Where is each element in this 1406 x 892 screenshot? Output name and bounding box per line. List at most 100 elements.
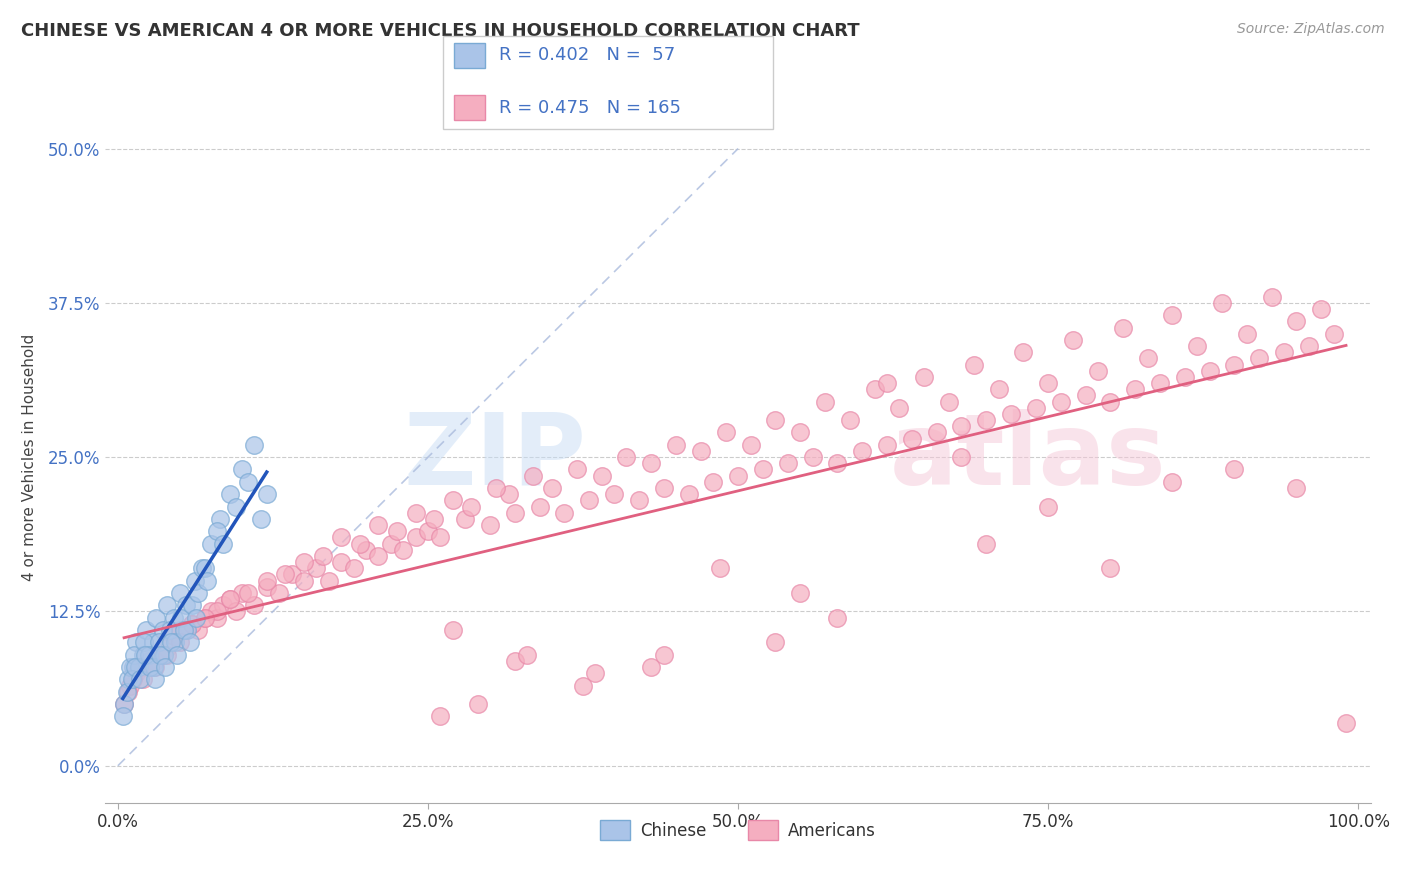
Point [200,604,222,618]
Point [827,456,849,470]
Point [256,487,278,501]
Point [173,623,195,637]
Point [665,438,688,452]
Point [1298,339,1320,353]
Point [553,506,575,520]
Point [169,586,191,600]
Point [354,542,377,557]
Point [1223,358,1246,372]
Point [652,648,675,662]
Point [950,419,973,434]
Point [1285,481,1308,495]
Point [163,635,186,649]
Point [311,549,333,563]
Point [1025,401,1047,415]
Point [342,561,364,575]
Point [1136,351,1159,366]
Point [678,487,700,501]
Point [640,456,662,470]
Point [1049,394,1071,409]
Point [974,536,997,550]
Point [1062,333,1084,347]
Point [187,586,209,600]
Point [876,376,898,390]
Point [1211,296,1233,310]
Point [429,530,451,544]
Point [950,450,973,464]
Point [485,481,508,495]
Point [405,506,427,520]
Point [627,493,650,508]
Point [120,660,142,674]
Point [405,530,427,544]
Point [1000,407,1022,421]
Point [1112,320,1135,334]
Point [863,382,886,396]
Point [838,413,860,427]
Point [205,604,228,618]
Point [974,413,997,427]
Point [218,592,240,607]
Point [1185,339,1208,353]
Point [131,648,153,662]
Point [541,481,564,495]
Point [236,586,259,600]
Point [578,493,600,508]
Point [429,709,451,723]
Point [1310,301,1333,316]
Point [225,604,247,618]
Point [814,394,837,409]
Point [163,610,186,624]
Point [441,623,464,637]
Point [156,648,179,662]
Point [851,444,873,458]
Text: atlas: atlas [890,409,1167,506]
Legend: Chinese, Americans: Chinese, Americans [593,814,883,847]
Point [117,673,139,687]
Point [159,623,181,637]
Point [112,697,135,711]
Point [714,425,737,440]
Point [121,673,143,687]
Point [112,697,135,711]
Point [1323,326,1346,341]
Point [529,500,551,514]
Point [603,487,626,501]
Point [269,586,291,600]
Point [138,648,160,662]
Point [143,654,166,668]
Point [1249,351,1271,366]
Point [231,586,253,600]
Point [460,500,482,514]
Point [142,635,165,649]
Point [416,524,439,539]
Point [120,679,142,693]
Point [740,438,762,452]
Point [1236,326,1258,341]
Point [121,660,143,674]
Point [330,530,353,544]
Point [1123,382,1146,396]
Point [380,536,402,550]
Point [191,561,214,575]
Point [115,684,138,698]
Point [1198,364,1220,378]
Point [138,654,160,668]
Point [143,673,166,687]
Point [1074,388,1097,402]
Point [156,599,179,613]
Point [125,635,148,649]
Point [1272,345,1295,359]
Point [170,610,193,624]
Point [149,648,172,662]
Point [200,536,222,550]
Point [280,567,302,582]
Point [131,660,153,674]
Point [205,524,228,539]
Point [169,623,191,637]
Text: R = 0.475   N = 165: R = 0.475 N = 165 [499,99,681,117]
Point [195,574,218,588]
Point [174,623,197,637]
Point [249,512,271,526]
Point [752,462,775,476]
